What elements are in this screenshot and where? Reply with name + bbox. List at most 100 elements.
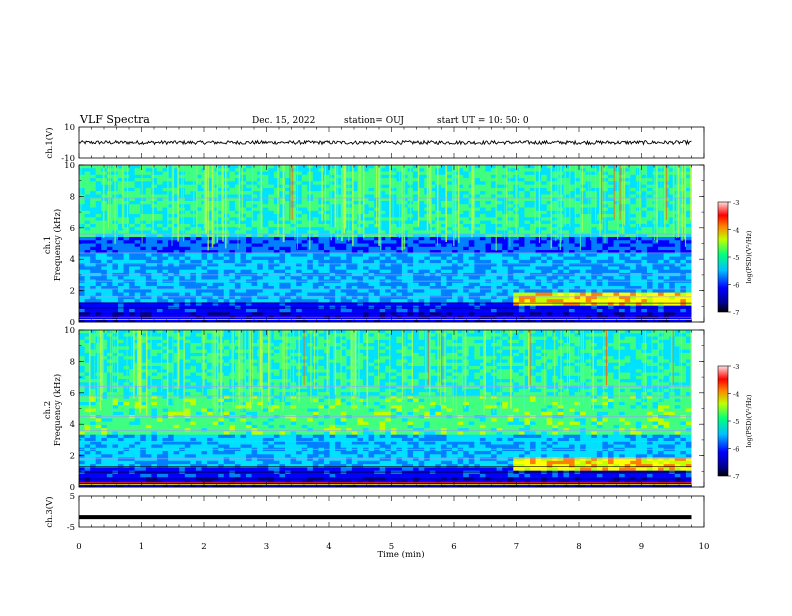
spectrogram-cell xyxy=(313,260,319,264)
spectrogram-cell xyxy=(374,253,380,257)
spectrogram-cell xyxy=(508,224,514,228)
spectrogram-cell xyxy=(268,240,274,244)
spectrogram-cell xyxy=(207,293,213,297)
spectrogram-cell xyxy=(79,309,85,313)
spectrogram-cell xyxy=(497,227,503,231)
spectrogram-cell xyxy=(207,283,213,287)
spectrogram-cell xyxy=(524,211,530,215)
spectrogram-cell xyxy=(485,217,491,221)
spectrogram-cell xyxy=(346,247,352,251)
spectrogram-cell xyxy=(391,257,397,261)
spectrogram-cell xyxy=(140,175,146,179)
spectrogram-cell xyxy=(263,194,269,198)
spectrogram-cell xyxy=(90,214,96,218)
spectrogram-cell xyxy=(101,283,107,287)
spectrogram-cell xyxy=(380,296,386,300)
spectrogram-cell xyxy=(508,227,514,231)
spectrogram-cell xyxy=(396,260,402,264)
spectrogram-cell xyxy=(408,283,414,287)
spectrogram-cell xyxy=(185,181,191,185)
spectrogram-cell xyxy=(413,266,419,270)
spectrogram-cell xyxy=(224,276,230,280)
spectrogram-cell xyxy=(240,185,246,189)
spectrogram-cell xyxy=(279,194,285,198)
spectrogram-cell xyxy=(213,257,219,261)
spectrogram-cell xyxy=(547,211,553,215)
spectrogram-cell xyxy=(636,221,642,225)
spectrogram-cell xyxy=(480,266,486,270)
spectrogram-cell xyxy=(90,266,96,270)
spectrogram-cell xyxy=(396,253,402,257)
spectrogram-cell xyxy=(235,309,241,313)
spectrogram-cell xyxy=(224,260,230,264)
spectrogram-cell xyxy=(636,165,642,169)
spectrogram-cell xyxy=(374,257,380,261)
spectrogram-cell xyxy=(480,289,486,293)
spectrogram-cell xyxy=(530,283,536,287)
spectrogram-cell xyxy=(163,312,169,316)
spectrogram-cell xyxy=(291,260,297,264)
spectrogram-cell xyxy=(485,237,491,241)
spectrogram-cell xyxy=(563,312,569,316)
spectrogram-cell xyxy=(90,208,96,212)
spectrogram-cell xyxy=(458,266,464,270)
spectrogram-cell xyxy=(447,312,453,316)
spectrogram-cell xyxy=(135,230,141,234)
spectrogram-cell xyxy=(625,266,631,270)
spectrogram-cell xyxy=(151,257,157,261)
spectrogram-cell xyxy=(79,289,85,293)
spectrogram-cell xyxy=(458,289,464,293)
spectrogram-cell xyxy=(263,211,269,215)
spectrogram-cell xyxy=(140,312,146,316)
spectrogram-cell xyxy=(291,240,297,244)
spectrogram-cell xyxy=(79,244,85,248)
spectrogram-cell xyxy=(419,221,425,225)
spectrogram-cell xyxy=(536,165,542,169)
spectrogram-cell xyxy=(480,237,486,241)
spectrogram-cell xyxy=(285,299,291,303)
spectrogram-cell xyxy=(324,240,330,244)
spectrogram-cell xyxy=(352,312,358,316)
spectrogram-cell xyxy=(291,168,297,172)
spectrogram-cell xyxy=(630,168,636,172)
spectrogram-cell xyxy=(396,309,402,313)
spectrogram-cell xyxy=(391,244,397,248)
spectrogram-cell xyxy=(263,204,269,208)
spectrogram-cell xyxy=(263,299,269,303)
spectrogram-cell xyxy=(563,266,569,270)
spectrogram-cell xyxy=(524,194,530,198)
spectrogram-cell xyxy=(547,283,553,287)
spectrogram-cell xyxy=(85,270,91,274)
spectrogram-cell xyxy=(146,240,152,244)
spectrogram-cell xyxy=(536,283,542,287)
spectrogram-cell xyxy=(580,188,586,192)
spectrogram-cell xyxy=(263,181,269,185)
spectrogram-cell xyxy=(313,276,319,280)
spectrogram-cell xyxy=(346,276,352,280)
spectrogram-cell xyxy=(419,266,425,270)
spectrogram-cell xyxy=(285,244,291,248)
spectrogram-cell xyxy=(85,221,91,225)
spectrogram-cell xyxy=(380,266,386,270)
spectrogram-cell xyxy=(563,181,569,185)
spectrogram-cell xyxy=(302,224,308,228)
spectrogram-cell xyxy=(625,208,631,212)
spectrogram-cell xyxy=(575,253,581,257)
spectrogram-cell xyxy=(536,227,542,231)
spectrogram-cell xyxy=(541,165,547,169)
spectrogram-cell xyxy=(430,270,436,274)
spectrogram-cell xyxy=(79,230,85,234)
spectrogram-cell xyxy=(291,283,297,287)
spectrogram-cell xyxy=(569,240,575,244)
spectrogram-cell xyxy=(608,230,614,234)
spectrogram-cell xyxy=(279,257,285,261)
spectrogram-cell xyxy=(185,293,191,297)
spectrogram-cell xyxy=(185,178,191,182)
spectrogram-cell xyxy=(408,247,414,251)
spectrogram-cell xyxy=(291,257,297,261)
spectrogram-cell xyxy=(85,276,91,280)
spectrogram-cell xyxy=(296,208,302,212)
spectrogram-cell xyxy=(424,296,430,300)
spectrogram-cell xyxy=(430,253,436,257)
